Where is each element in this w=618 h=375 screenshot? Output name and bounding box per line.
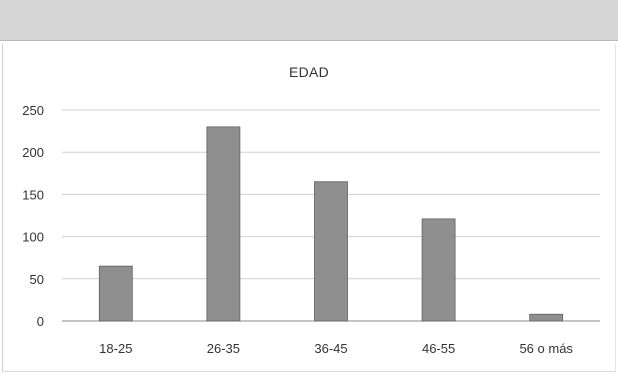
x-tick-label: 26-35	[207, 341, 240, 356]
header-band	[0, 0, 618, 41]
chart-title: EDAD	[288, 64, 330, 80]
x-tick-label: 56 o más	[519, 341, 573, 356]
bar	[98, 265, 133, 322]
bar	[206, 126, 241, 322]
y-tick-label: 100	[22, 230, 44, 245]
y-tick-label: 150	[22, 187, 44, 202]
bar	[314, 181, 348, 322]
x-tick-label: 18-25	[99, 341, 132, 356]
y-tick-label: 50	[30, 272, 44, 287]
bar	[529, 313, 564, 322]
y-tick-label: 200	[22, 145, 44, 160]
x-tick-label: 46-55	[422, 341, 455, 356]
x-tick-label: 36-45	[314, 341, 347, 356]
bar	[421, 218, 456, 322]
y-tick-label: 250	[22, 103, 44, 118]
y-tick-label: 0	[37, 314, 44, 329]
